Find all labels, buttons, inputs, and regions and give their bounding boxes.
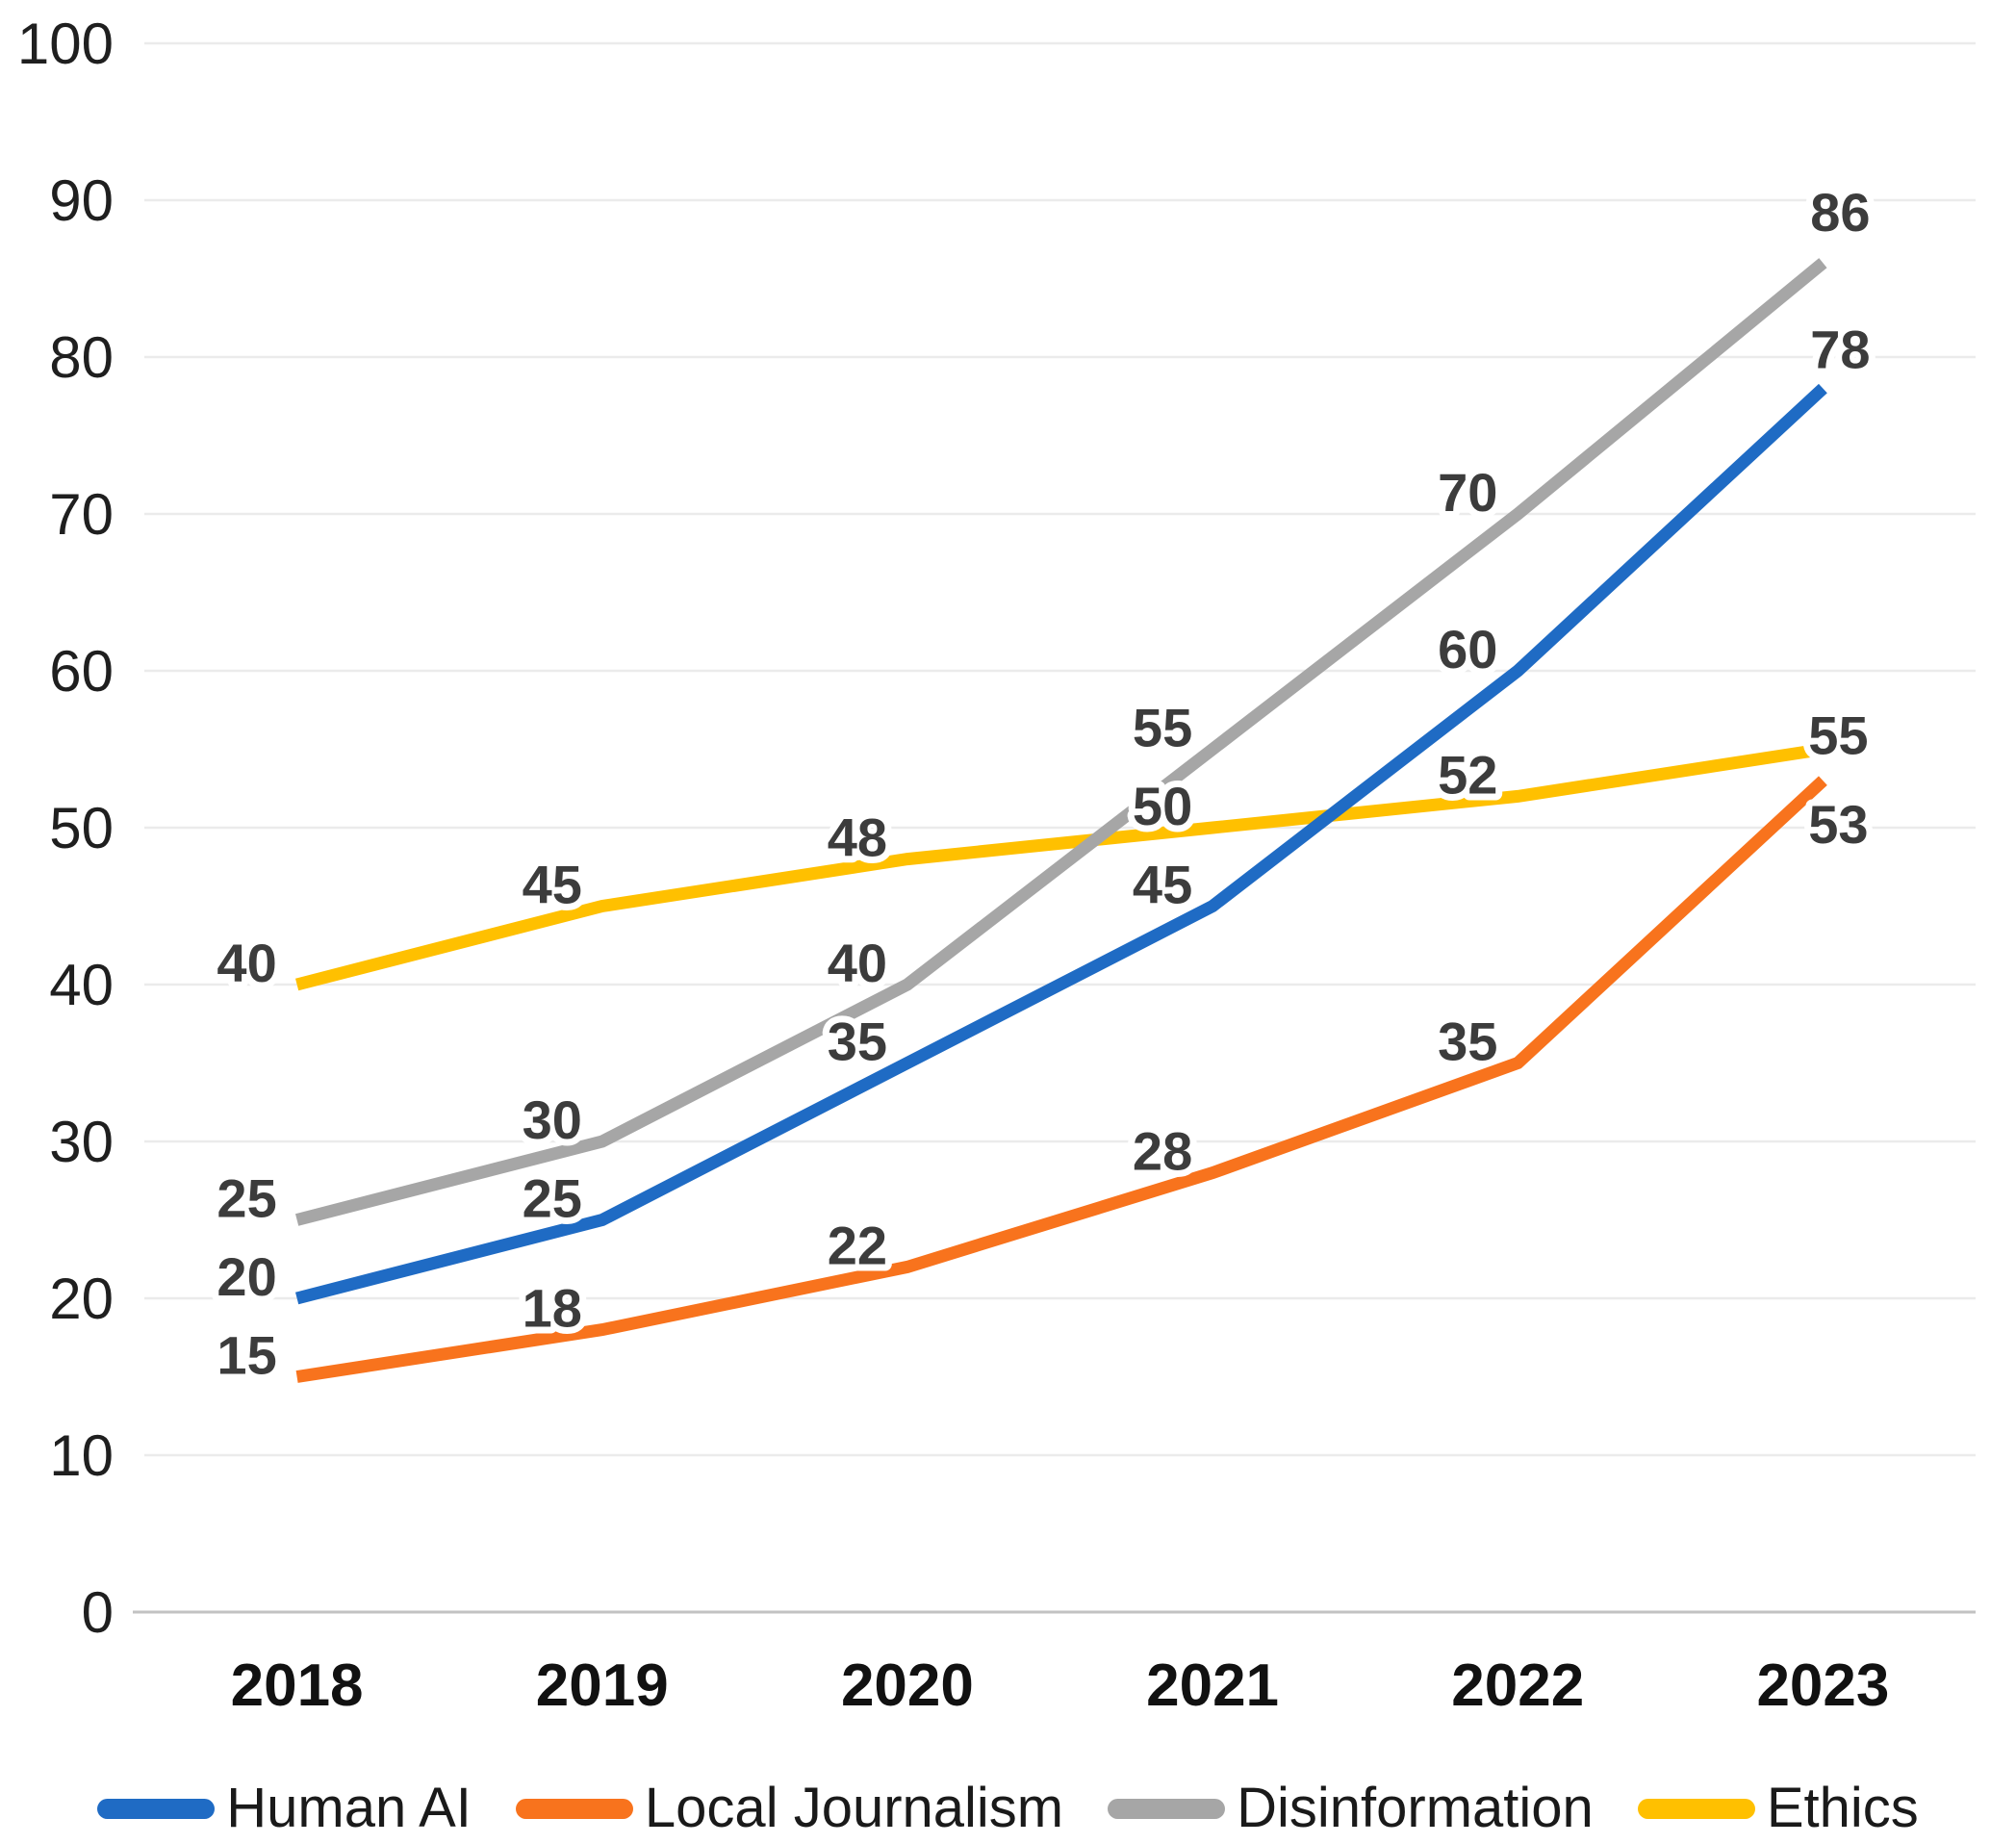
data-label-human-ai-2022: 60 [1438,619,1497,679]
series-line-disinformation [294,258,1827,1226]
y-tick-label-100: 100 [17,12,114,76]
legend: Human AI Local Journalism Disinformation Et… [0,1773,2016,1844]
data-labels: 20 25 35 45 60 78 15 18 22 28 35 53 25 30 40 55 70 86 40 45… [210,175,1876,1392]
x-tick-label-2020: 2020 [841,1652,974,1719]
x-tick-label-2023: 2023 [1756,1652,1889,1719]
x-axis-tick-labels: 2018 2019 2020 2021 2022 2023 [231,1652,1890,1719]
series-line-human-ai [294,383,1827,1305]
legend-item-ethics: Ethics [1637,1777,1919,1839]
data-label-human-ai-2023: 78 [1810,320,1870,380]
data-label-local-journalism-2019: 18 [523,1278,582,1339]
data-label-disinformation-2022: 70 [1438,462,1497,523]
y-tick-label-10: 10 [49,1423,114,1488]
data-label-ethics-2018: 40 [217,933,276,993]
y-tick-label-90: 90 [49,168,114,233]
legend-swatch-ethics [1637,1798,1755,1819]
y-tick-label-50: 50 [49,796,114,860]
data-label-local-journalism-2020: 22 [828,1215,887,1275]
data-label-ethics-2021: 50 [1133,776,1192,836]
y-tick-label-70: 70 [49,482,114,547]
x-tick-label-2022: 2022 [1451,1652,1584,1719]
y-axis-tick-labels: 0 10 20 30 40 50 60 70 80 90 100 [17,12,114,1645]
data-label-human-ai-2020: 35 [828,1012,887,1072]
legend-swatch-local-journalism [515,1798,633,1819]
x-tick-label-2019: 2019 [536,1652,669,1719]
data-label-local-journalism-2018: 15 [217,1325,276,1386]
x-tick-label-2021: 2021 [1146,1652,1279,1719]
legend-swatch-disinformation [1108,1798,1226,1819]
data-label-disinformation-2023: 86 [1810,182,1870,243]
data-label-local-journalism-2022: 35 [1438,1012,1497,1072]
legend-item-disinformation: Disinformation [1108,1780,1594,1836]
legend-swatch-human-ai [97,1798,216,1819]
data-label-ethics-2023: 55 [1808,705,1868,766]
gridlines [144,41,1976,1457]
y-tick-label-0: 0 [82,1580,114,1645]
legend-label-human-ai: Human AI [226,1777,472,1839]
y-tick-label-80: 80 [49,325,114,390]
y-tick-label-40: 40 [49,953,114,1017]
data-label-ethics-2020: 48 [828,807,887,868]
series-line-ethics [294,743,1825,991]
legend-label-ethics: Ethics [1766,1777,1919,1839]
data-label-disinformation-2020: 40 [828,933,887,993]
y-tick-label-30: 30 [49,1110,114,1174]
data-label-human-ai-2018: 20 [217,1246,276,1307]
data-label-disinformation-2021: 55 [1133,698,1192,758]
legend-item-human-ai: Human AI [97,1780,472,1836]
legend-item-local-journalism: Local Journalism [515,1777,1064,1839]
data-label-disinformation-2018: 25 [217,1168,276,1229]
legend-label-local-journalism: Local Journalism [644,1777,1064,1839]
data-label-human-ai-2021: 45 [1133,855,1192,915]
x-tick-label-2018: 2018 [231,1652,364,1719]
data-label-disinformation-2019: 30 [523,1089,582,1150]
series-line-local-journalism [295,776,1827,1383]
data-label-local-journalism-2021: 28 [1133,1121,1192,1182]
series-lines [294,258,1827,1383]
legend-label-disinformation: Disinformation [1237,1777,1594,1839]
y-tick-label-60: 60 [49,639,114,704]
data-label-human-ai-2019: 25 [523,1168,582,1229]
y-tick-label-20: 20 [49,1267,114,1331]
data-label-ethics-2022: 52 [1438,744,1497,805]
data-label-local-journalism-2023: 53 [1808,794,1868,855]
data-label-ethics-2019: 45 [523,855,582,915]
